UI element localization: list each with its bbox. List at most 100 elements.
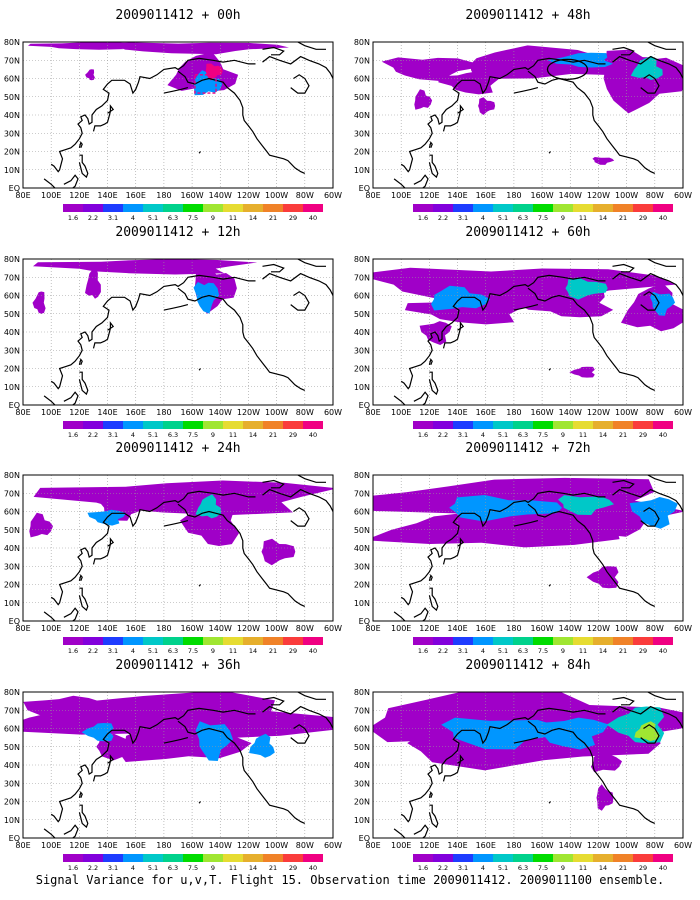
colorbar-swatch	[593, 854, 613, 862]
colorbar-swatch	[593, 637, 613, 645]
colorbar-swatch	[123, 854, 143, 862]
lat-tick-label: 10N	[354, 599, 370, 608]
lat-tick-label: 80N	[4, 471, 20, 480]
lon-tick-label: 80W	[296, 191, 314, 200]
colorbar-swatch	[163, 204, 183, 212]
colorbar-swatch	[303, 637, 323, 645]
coastline	[297, 42, 326, 50]
coastline	[262, 696, 285, 706]
panel-title: 2009011412 + 00h	[115, 8, 241, 23]
variance-contour	[193, 282, 220, 314]
coastline	[262, 479, 285, 489]
lat-tick-label: 70N	[4, 273, 20, 282]
lon-tick-label: 80W	[646, 841, 664, 850]
lon-tick-label: 60W	[674, 841, 692, 850]
map-gridlines	[23, 42, 333, 188]
map-frame	[22, 691, 334, 839]
colorbar: 1.6 2.2 3.1 4 5.1 6.3 7.5 9 11 14 21 29 40	[413, 421, 673, 439]
colorbar-label: 29	[639, 214, 647, 222]
lon-tick-label: 160E	[476, 408, 496, 417]
coastline	[78, 804, 89, 829]
variance-contour	[180, 494, 239, 546]
coastline	[63, 391, 79, 405]
coastline	[393, 828, 406, 838]
colorbar-swatch	[183, 637, 203, 645]
lat-tick-label: 50N	[354, 93, 370, 102]
coastline	[647, 475, 676, 483]
coastline	[92, 321, 115, 349]
coastline	[50, 490, 256, 606]
colorbar-label: 1.6	[68, 214, 78, 222]
map-gridlines	[373, 692, 683, 838]
colorbar-label: 4	[481, 647, 485, 655]
lat-tick-label: 60N	[354, 508, 370, 517]
coastline	[400, 490, 606, 606]
colorbar-label: 40	[309, 431, 317, 439]
colorbar-label: 2.2	[88, 214, 98, 222]
variance-contour	[33, 480, 333, 516]
coastline	[393, 611, 406, 621]
colorbar-swatch	[303, 421, 323, 429]
map-gridlines	[23, 475, 333, 621]
coastline	[262, 55, 333, 79]
lon-tick-label: 140W	[559, 841, 582, 850]
lon-tick-label: 100E	[391, 624, 411, 633]
colorbar-swatch	[573, 854, 593, 862]
lat-tick-label: 40N	[4, 761, 20, 770]
colorbar-label: 2.2	[438, 431, 448, 439]
coastline	[413, 607, 429, 621]
lon-tick-label: 100E	[41, 841, 61, 850]
colorbar-swatch	[163, 854, 183, 862]
colorbar-label: 21	[619, 864, 627, 872]
coastlines	[43, 42, 333, 188]
lon-tick-label: 80E	[15, 191, 30, 200]
colorbar-label: 14	[249, 214, 257, 222]
colorbar-label: 4	[131, 864, 135, 872]
variance-contour	[373, 507, 620, 548]
coastline	[442, 321, 465, 349]
variance-contour	[205, 63, 223, 81]
coastline	[50, 707, 256, 823]
lat-tick-label: 60N	[4, 292, 20, 301]
colorbar-swatch	[653, 854, 673, 862]
lat-tick-label: 10N	[4, 383, 20, 392]
lon-tick-label: 140W	[559, 624, 582, 633]
lon-tick-label: 100W	[265, 624, 288, 633]
colorbar-label: 14	[249, 864, 257, 872]
lon-tick-label: 160E	[476, 624, 496, 633]
colorbar-label: 14	[599, 864, 607, 872]
coastline	[43, 828, 56, 838]
colorbar-label: 6.3	[168, 647, 178, 655]
colorbar: 1.6 2.2 3.1 4 5.1 6.3 7.5 9 11 14 21 29 40	[413, 637, 673, 655]
colorbar-label: 2.2	[88, 431, 98, 439]
panel-12h: 2009011412 + 12h 80N 70N 60N 50N 40N 30N 20N 10…	[4, 225, 348, 439]
colorbar-label: 4	[131, 214, 135, 222]
map-gridlines	[23, 259, 333, 405]
coastline	[262, 705, 333, 729]
panel-00h: 2009011412 + 00h 80N 70N 60N 50N 40N 30N 20N 10…	[4, 8, 348, 222]
coastline	[428, 574, 433, 582]
flight-track-box	[194, 74, 217, 94]
variance-contour	[85, 266, 101, 299]
coastline	[50, 57, 256, 173]
colorbar-swatch	[103, 854, 123, 862]
panel-title: 2009011412 + 48h	[465, 8, 591, 23]
colorbar-label: 4	[131, 647, 135, 655]
coastline	[612, 55, 683, 79]
colorbar: 1.6 2.2 3.1 4 5.1 6.3 7.5 9 11 14 21 29 40	[63, 421, 323, 439]
colorbar-swatch	[263, 204, 283, 212]
colorbar-label: 29	[289, 431, 297, 439]
colorbar-swatch	[473, 421, 493, 429]
lat-tick-label: 30N	[354, 129, 370, 138]
colorbar-swatch	[493, 637, 513, 645]
lat-tick-label: 20N	[4, 365, 20, 374]
panel-60h: 2009011412 + 60h 80N 70N 60N 50N 40N 30N 20N 10…	[354, 225, 698, 439]
lon-tick-label: 80W	[296, 624, 314, 633]
lon-tick-label: 120W	[237, 624, 260, 633]
colorbar-swatch	[413, 421, 433, 429]
lat-tick-label: EQ	[9, 184, 20, 193]
lat-tick-label: EQ	[9, 834, 20, 843]
colorbar-label: 3.1	[108, 214, 118, 222]
lon-tick-label: 120E	[69, 191, 89, 200]
coastlines	[393, 692, 683, 838]
